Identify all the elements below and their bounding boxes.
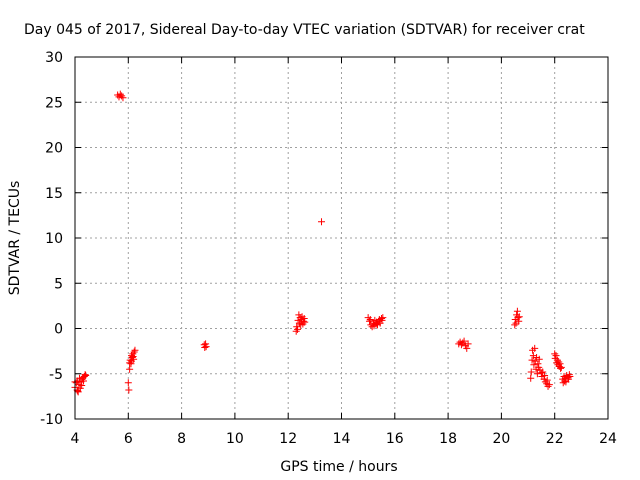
data-point [366,315,374,323]
data-point [74,388,82,396]
data-point [202,343,210,351]
y-tick-label: 15 [45,186,63,202]
data-point [80,377,88,385]
data-point [78,382,86,390]
data-point [530,361,538,369]
data-point [124,379,132,387]
data-point [565,371,573,379]
data-point [515,313,523,321]
x-tick-label: 20 [492,431,510,447]
data-point [125,386,133,394]
data-point [541,372,549,380]
data-point [515,317,523,325]
data-point [365,317,373,325]
data-point [126,365,134,373]
y-tick-label: 0 [54,322,63,338]
data-point [131,346,139,354]
data-point [535,355,543,363]
y-tick-label: 30 [45,50,63,66]
data-point [531,344,539,352]
data-point [551,350,559,358]
data-point [557,364,565,372]
data-point [119,94,127,102]
x-tick-label: 10 [226,431,244,447]
data-point [80,372,88,380]
data-point [566,372,574,380]
x-tick-label: 8 [177,431,186,447]
y-tick-label: 5 [54,276,63,292]
y-tick-label: 20 [45,141,63,157]
data-point [81,371,89,379]
x-axis-label: GPS time / hours [280,459,397,475]
data-point [545,381,553,389]
data-point [118,92,126,100]
data-point [514,314,522,322]
data-point [300,315,308,323]
x-tick-label: 22 [546,431,564,447]
data-point [457,341,465,349]
y-tick-label: 10 [45,231,63,247]
x-tick-label: 4 [71,431,80,447]
y-axis-label: SDTVAR / TECUs [7,181,23,296]
data-point [460,337,468,345]
data-point [557,363,565,371]
x-tick-label: 24 [599,431,617,447]
data-point [130,348,138,356]
data-point [129,353,137,361]
data-point [544,382,552,390]
data-point [377,315,385,323]
data-point [553,356,561,364]
data-point [528,356,536,364]
data-point [201,344,209,352]
y-tick-label: -5 [49,367,63,383]
data-point [82,372,90,380]
x-tick-label: 16 [386,431,404,447]
data-point [294,325,302,333]
y-tick-label: 25 [45,95,63,111]
data-point [295,319,303,327]
data-point [552,352,560,360]
data-point [539,368,547,376]
data-point [529,352,537,360]
x-tick-label: 14 [333,431,351,447]
data-point [128,353,136,361]
y-tick-label: -10 [40,412,63,428]
data-point [527,368,535,376]
data-point [556,360,564,368]
data-point [127,357,135,365]
data-point [511,321,519,329]
data-point [318,218,326,226]
x-tick-label: 18 [439,431,457,447]
data-point [292,327,300,335]
axis-ticks: 4 6 8 10 12 14 16 18 20 22 24 -10 -5 0 5 10 15 20 25 30 [40,50,617,447]
x-tick-label: 12 [279,431,297,447]
chart-title: Day 045 of 2017, Sidereal Day-to-day VTE… [24,22,585,38]
data-point [513,307,521,315]
x-tick-label: 6 [124,431,133,447]
data-point [116,90,124,98]
data-point [379,314,387,322]
data-point [543,376,551,384]
grid [75,57,608,419]
data-point [534,360,542,368]
data-point [464,340,472,348]
data-point [555,358,563,366]
data-point [463,344,471,352]
data-point [533,370,541,378]
data-point [527,374,535,382]
data-point [301,318,309,326]
